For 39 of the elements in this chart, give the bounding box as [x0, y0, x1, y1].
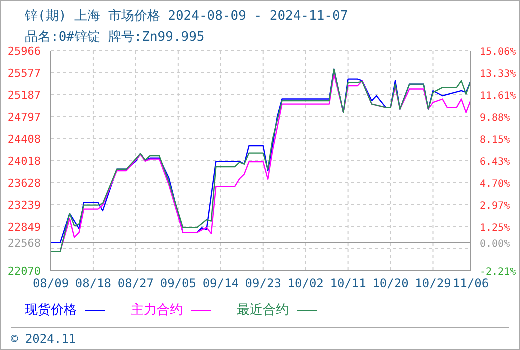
y-tick-label: 24018 — [8, 155, 41, 168]
x-tick-label: 10/11 — [330, 276, 366, 291]
legend-label: 现货价格 — [25, 302, 77, 319]
x-tick-label: 10/29 — [415, 276, 452, 291]
y-tick-label: 23239 — [8, 198, 41, 212]
y-tick-label: 25577 — [8, 66, 41, 80]
x-tick-label: 08/18 — [75, 276, 112, 291]
x-tick-label: 08/27 — [118, 276, 154, 291]
x-tick-label: 09/23 — [245, 276, 282, 291]
chart-title: 锌(期) 上海 市场价格 2024-08-09 - 2024-11-07 — [25, 8, 348, 25]
y-tick-label: 22070 — [8, 265, 41, 278]
y2-tick-label: 1.25% — [480, 222, 510, 234]
legend-label: 主力合约 — [131, 302, 183, 319]
x-tick-label: 09/05 — [160, 276, 196, 291]
x-tick-label: 10/02 — [288, 276, 324, 291]
y2-tick-label: -2.21% — [480, 267, 516, 278]
y2-tick-label: 6.43% — [480, 156, 510, 168]
chart-subtitle: 品名:0#锌锭 牌号:Zn99.995 — [25, 29, 205, 46]
y2-tick-label: 2.97% — [480, 201, 510, 212]
y2-tick-label: 15.06% — [480, 47, 516, 58]
x-tick-label: 11/06 — [452, 276, 490, 291]
y-tick-label: 22849 — [8, 221, 41, 234]
y-tick-label: 24408 — [8, 132, 41, 146]
y-tick-label: 25966 — [8, 45, 41, 58]
y-tick-label: 22568 — [8, 236, 41, 250]
y-tick-label: 23628 — [8, 177, 41, 190]
x-tick-label: 10/20 — [372, 276, 409, 291]
y-tick-label: 24797 — [8, 111, 41, 124]
x-tick-label: 09/14 — [202, 276, 239, 291]
legend-label: 最近合约 — [237, 302, 289, 319]
y2-tick-label: 0.00% — [480, 238, 510, 250]
y2-tick-label: 11.61% — [480, 90, 516, 102]
y2-tick-label: 13.33% — [480, 69, 516, 80]
y2-tick-label: 9.88% — [480, 112, 510, 124]
y2-tick-label: 8.15% — [480, 135, 510, 146]
y-tick-label: 25187 — [8, 88, 41, 102]
text: © 2024.11 — [11, 332, 76, 346]
x-tick-label: 08/09 — [32, 276, 70, 291]
y2-tick-label: 4.70% — [480, 178, 510, 190]
